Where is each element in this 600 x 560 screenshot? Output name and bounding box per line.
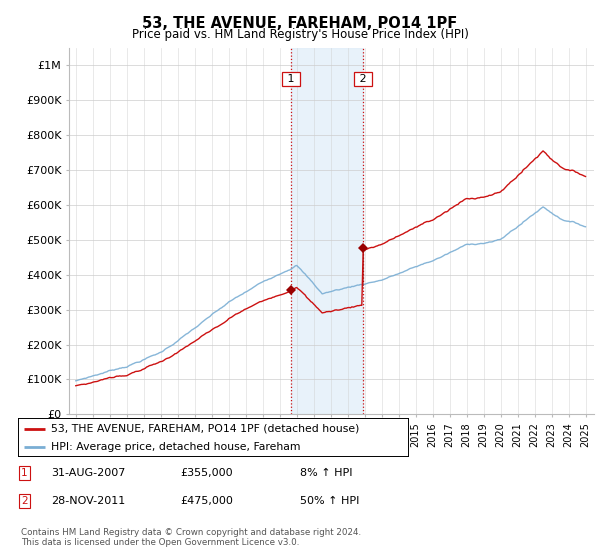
Text: 53, THE AVENUE, FAREHAM, PO14 1PF (detached house): 53, THE AVENUE, FAREHAM, PO14 1PF (detac… [51,423,359,433]
Text: 53, THE AVENUE, FAREHAM, PO14 1PF: 53, THE AVENUE, FAREHAM, PO14 1PF [142,16,458,31]
Text: 1: 1 [21,468,28,478]
Text: HPI: Average price, detached house, Fareham: HPI: Average price, detached house, Fare… [51,442,301,452]
Text: 50% ↑ HPI: 50% ↑ HPI [300,496,359,506]
Text: 1: 1 [284,74,298,84]
Text: 2: 2 [21,496,28,506]
Text: 28-NOV-2011: 28-NOV-2011 [51,496,125,506]
Text: £355,000: £355,000 [180,468,233,478]
Text: 8% ↑ HPI: 8% ↑ HPI [300,468,353,478]
Text: 2: 2 [356,74,370,84]
Bar [291,48,363,414]
Text: Price paid vs. HM Land Registry's House Price Index (HPI): Price paid vs. HM Land Registry's House … [131,28,469,41]
Text: £475,000: £475,000 [180,496,233,506]
Text: Contains HM Land Registry data © Crown copyright and database right 2024.
This d: Contains HM Land Registry data © Crown c… [21,528,361,547]
Text: 31-AUG-2007: 31-AUG-2007 [51,468,125,478]
